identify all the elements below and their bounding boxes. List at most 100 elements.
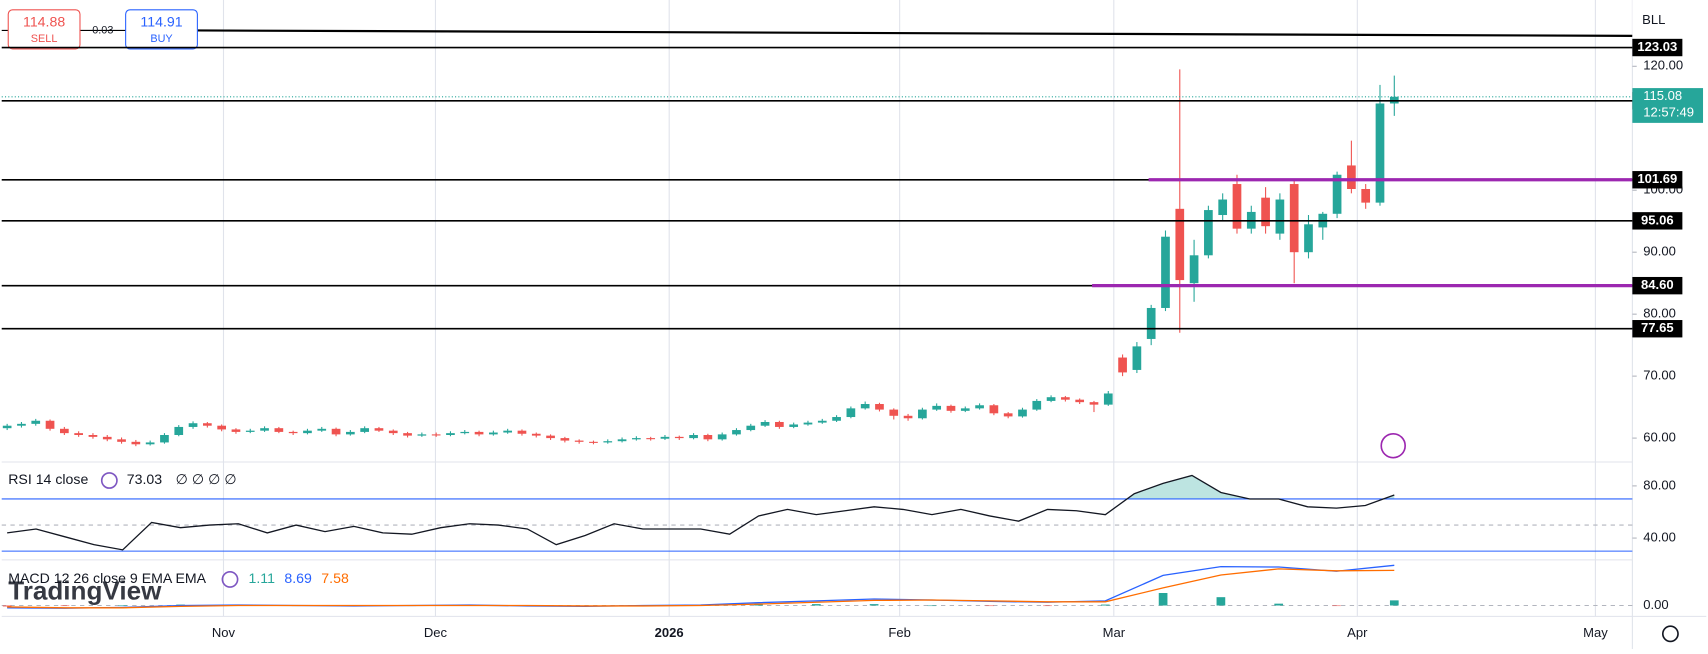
macd-title: MACD 12 26 close 9 EMA EMA xyxy=(8,570,206,586)
macd-hist-bar xyxy=(1332,605,1341,607)
candle-body xyxy=(1304,224,1313,253)
candle-body xyxy=(760,421,770,426)
buy-button[interactable] xyxy=(125,9,198,50)
y-tick-label: 90.00 xyxy=(1643,244,1676,259)
candle-body xyxy=(474,431,484,435)
candle-body xyxy=(431,434,441,436)
countdown: 12:57:49 xyxy=(1643,105,1694,120)
candle-body xyxy=(646,438,656,440)
candle-body xyxy=(131,441,141,445)
candle-body xyxy=(1103,393,1113,405)
macd-hist-bar xyxy=(60,605,70,607)
candle-body xyxy=(817,420,827,423)
level-label: 101.69 xyxy=(1637,171,1677,186)
level-label-box xyxy=(1632,320,1683,338)
candle-body xyxy=(117,439,126,442)
candle-body xyxy=(1146,307,1156,339)
candle-body xyxy=(1075,399,1085,403)
rsi-overbought-fill xyxy=(1127,475,1395,499)
candle-body xyxy=(689,435,698,439)
trendline xyxy=(197,29,1633,37)
sell-button[interactable] xyxy=(7,9,81,50)
candle-body xyxy=(74,433,83,436)
candle-body xyxy=(932,405,942,410)
signal-line xyxy=(7,568,1395,609)
candle-body xyxy=(2,425,12,429)
candle-body xyxy=(31,420,41,424)
candle-body xyxy=(746,425,756,431)
candle-body xyxy=(789,424,799,427)
candle-body xyxy=(846,408,856,418)
candle-body xyxy=(875,404,884,410)
settings-icon[interactable] xyxy=(1661,625,1679,643)
x-tick-label: Apr xyxy=(1347,625,1368,640)
candle-body xyxy=(1189,255,1199,284)
candle-body xyxy=(331,428,341,435)
macd-signal-value: 7.58 xyxy=(321,570,349,586)
candle-body xyxy=(417,434,427,436)
sell-label: SELL xyxy=(31,33,58,45)
candle-body xyxy=(660,436,670,439)
alert-icon[interactable] xyxy=(1380,432,1406,459)
rsi-title: RSI 14 close xyxy=(8,471,88,487)
candle-body xyxy=(531,433,541,436)
candle-body xyxy=(160,435,169,443)
x-tick-label: Mar xyxy=(1103,625,1126,640)
y-tick-label: 80.00 xyxy=(1643,306,1676,321)
macd-hist-bar xyxy=(1158,593,1168,606)
candle-body xyxy=(260,428,269,431)
candle-body xyxy=(1018,409,1027,417)
macd-hist-bar xyxy=(1043,605,1052,607)
candle-body xyxy=(1204,210,1213,256)
candle-body xyxy=(889,409,899,416)
candle-body xyxy=(574,440,584,442)
macd-hist-bar xyxy=(869,604,879,606)
candle-body xyxy=(1289,184,1299,253)
candle-body xyxy=(60,428,69,434)
x-tick-label: 2026 xyxy=(655,625,684,640)
symbol: BLL xyxy=(1642,12,1665,27)
last-price: 115.08 xyxy=(1643,88,1682,103)
level-label-box xyxy=(1632,38,1683,57)
candle-body xyxy=(918,409,927,419)
macd-value: 8.69 xyxy=(284,570,312,586)
macd-hist-bar xyxy=(811,604,821,606)
candle-body xyxy=(1275,199,1285,234)
rsi-extra: ∅ ∅ ∅ ∅ xyxy=(176,471,237,487)
candle-body xyxy=(374,428,384,431)
candle-body xyxy=(1003,413,1013,417)
macd-hist-bar xyxy=(927,605,937,607)
candle-body xyxy=(903,415,913,419)
candle-body xyxy=(832,417,841,421)
candle-body xyxy=(346,431,355,435)
macd-hist-bar xyxy=(754,604,763,606)
candle-body xyxy=(775,421,784,427)
candle-body xyxy=(703,435,713,440)
candle-body xyxy=(17,423,26,426)
indicator-icon[interactable] xyxy=(100,472,118,489)
candle-body xyxy=(188,423,198,427)
candle-body xyxy=(1375,103,1385,203)
indicator-icon[interactable] xyxy=(221,571,239,588)
candle-body xyxy=(632,438,641,440)
candle-body xyxy=(589,441,598,443)
candle-body xyxy=(388,430,398,434)
x-tick-label: Nov xyxy=(212,625,236,640)
macd-hist-bar xyxy=(1216,597,1226,606)
candle-body xyxy=(1232,184,1242,229)
candle-body xyxy=(1118,357,1127,373)
candle-body xyxy=(217,425,227,430)
y-tick-label: 0.00 xyxy=(1643,597,1668,612)
candle-body xyxy=(960,408,970,411)
candle-body xyxy=(1132,346,1142,370)
candle-body xyxy=(860,404,870,409)
y-tick-label: 60.00 xyxy=(1643,430,1676,445)
candle-body xyxy=(517,430,527,434)
last-price-box xyxy=(1632,88,1704,123)
rsi-value: 73.03 xyxy=(127,471,162,487)
candle-body xyxy=(1161,236,1170,308)
buy-price: 114.91 xyxy=(140,14,182,30)
candle-body xyxy=(174,426,184,436)
macd-hist-bar xyxy=(1389,600,1399,606)
